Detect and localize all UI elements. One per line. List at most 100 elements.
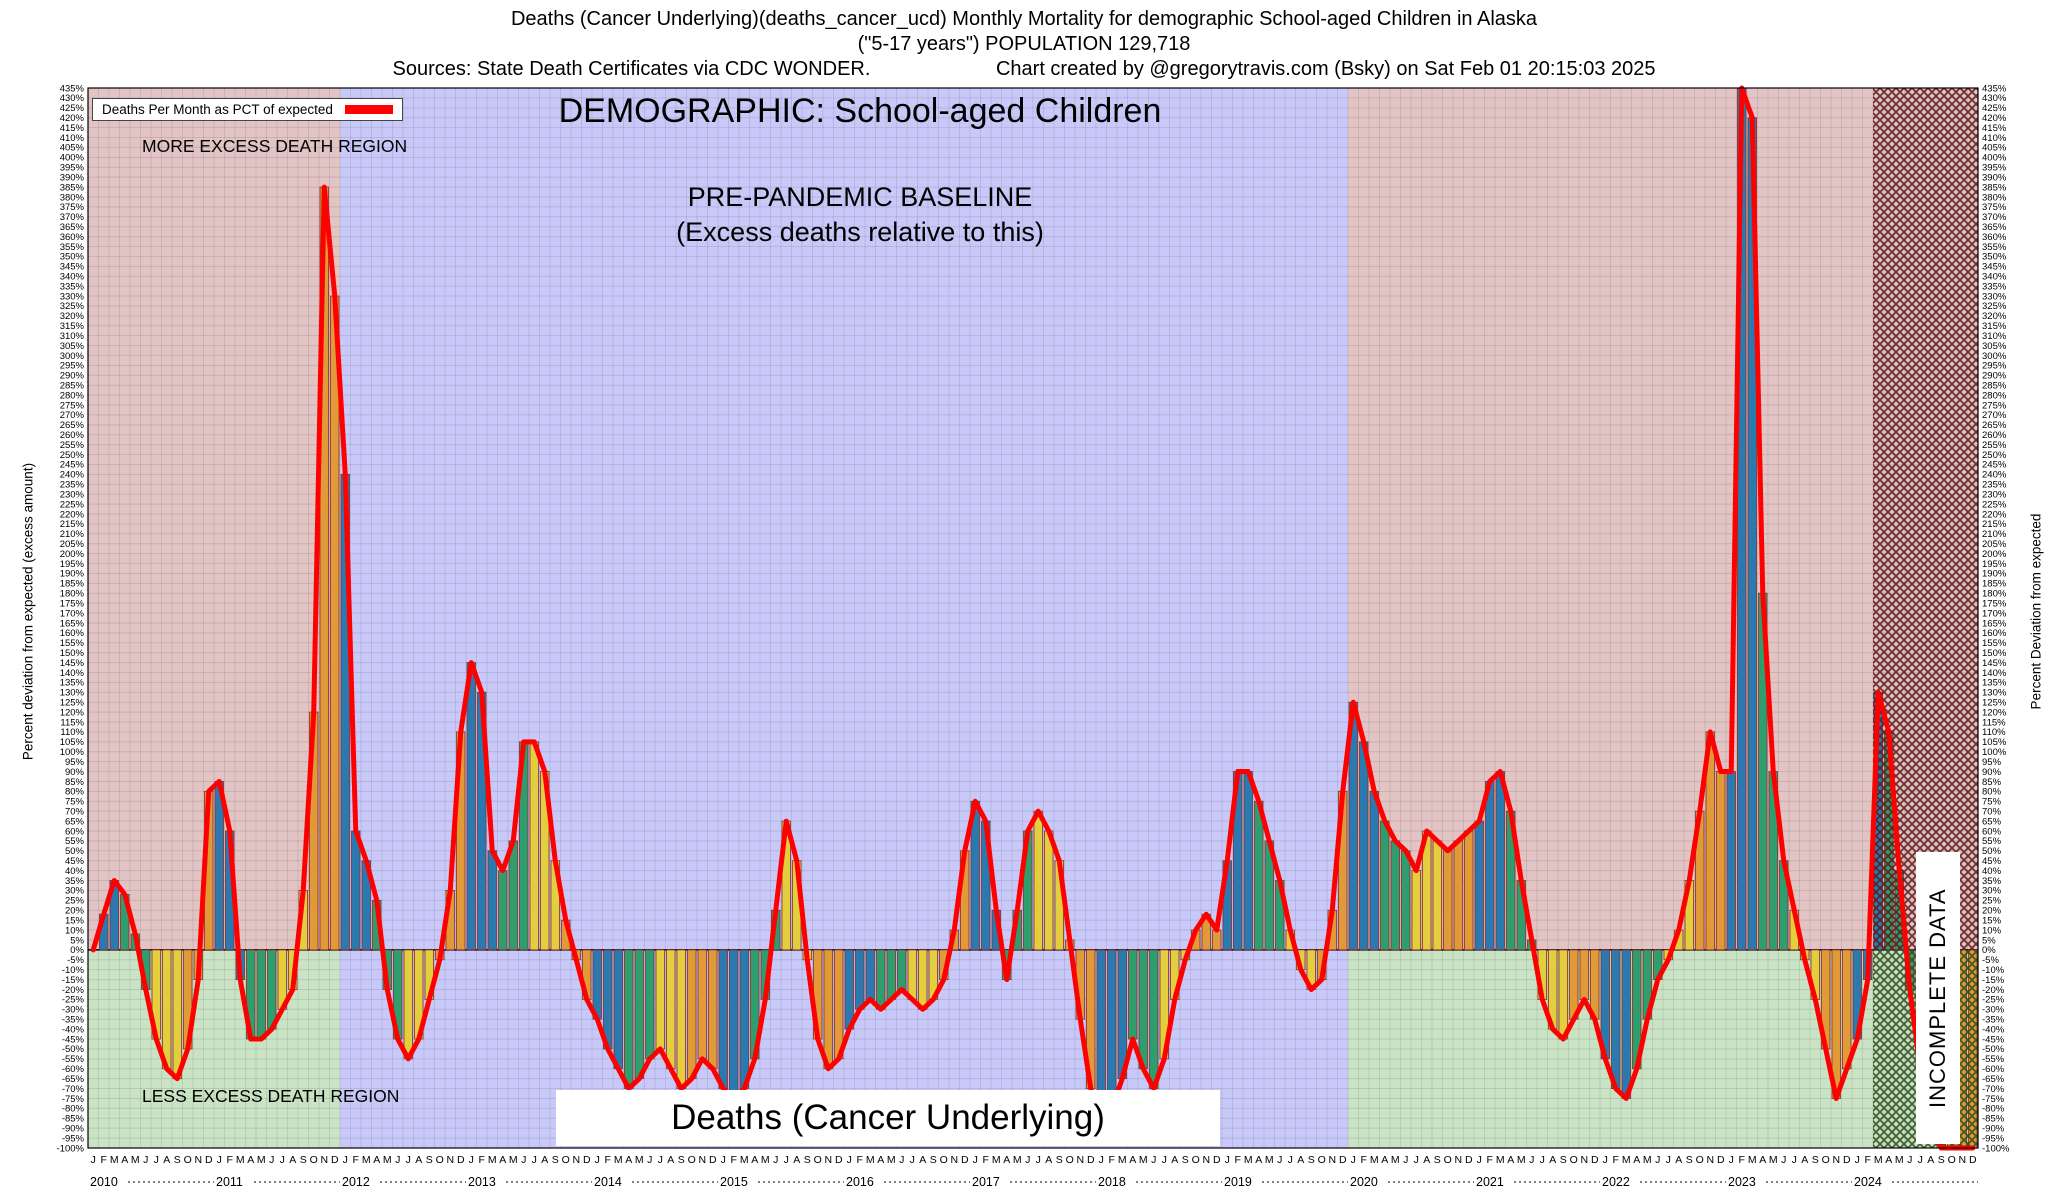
bar xyxy=(634,949,644,1080)
bar xyxy=(897,949,907,990)
bar xyxy=(1128,949,1138,1040)
svg-text:2020: 2020 xyxy=(1350,1175,1378,1189)
svg-text:M: M xyxy=(383,1154,392,1166)
svg-text:-15%: -15% xyxy=(62,975,85,986)
bar xyxy=(256,949,266,1040)
svg-text:10%: 10% xyxy=(1982,925,2002,936)
svg-text:D: D xyxy=(709,1154,717,1166)
svg-text:M: M xyxy=(509,1154,518,1166)
svg-text:185%: 185% xyxy=(60,579,85,590)
svg-text:-90%: -90% xyxy=(62,1123,85,1134)
svg-text:N: N xyxy=(698,1154,706,1166)
svg-text:A: A xyxy=(1549,1154,1556,1166)
svg-text:180%: 180% xyxy=(1982,589,2007,600)
svg-text:5%: 5% xyxy=(70,935,84,946)
svg-text:0%: 0% xyxy=(1982,945,1996,956)
svg-text:-75%: -75% xyxy=(62,1094,85,1105)
svg-text:265%: 265% xyxy=(1982,420,2007,431)
svg-text:S: S xyxy=(1686,1154,1693,1166)
svg-text:360%: 360% xyxy=(1982,232,2007,243)
svg-text:-100%: -100% xyxy=(1982,1143,2010,1154)
svg-text:2010: 2010 xyxy=(90,1175,118,1189)
bar xyxy=(918,949,928,1010)
svg-text:M: M xyxy=(887,1154,896,1166)
bar xyxy=(823,949,833,1070)
svg-text:245%: 245% xyxy=(60,460,85,471)
svg-text:390%: 390% xyxy=(60,172,85,183)
svg-text:A: A xyxy=(877,1154,884,1166)
svg-text:M: M xyxy=(1370,1154,1379,1166)
svg-text:D: D xyxy=(1465,1154,1473,1166)
svg-text:405%: 405% xyxy=(1982,143,2007,154)
svg-text:J: J xyxy=(1792,1154,1797,1166)
svg-text:135%: 135% xyxy=(60,678,85,689)
svg-text:420%: 420% xyxy=(60,113,85,124)
svg-text:125%: 125% xyxy=(60,698,85,709)
svg-text:J: J xyxy=(721,1154,726,1166)
svg-text:J: J xyxy=(1099,1154,1104,1166)
svg-text:40%: 40% xyxy=(65,866,85,877)
svg-text:M: M xyxy=(362,1154,371,1166)
svg-text:-90%: -90% xyxy=(1982,1123,2005,1134)
svg-text:175%: 175% xyxy=(1982,598,2007,609)
svg-text:360%: 360% xyxy=(60,232,85,243)
svg-text:310%: 310% xyxy=(1982,331,2007,342)
svg-text:N: N xyxy=(1958,1154,1966,1166)
svg-text:J: J xyxy=(1225,1154,1230,1166)
svg-text:265%: 265% xyxy=(60,420,85,431)
svg-text:140%: 140% xyxy=(60,668,85,679)
svg-text:200%: 200% xyxy=(1982,549,2007,560)
svg-text:A: A xyxy=(541,1154,548,1166)
svg-text:250%: 250% xyxy=(1982,450,2007,461)
svg-text:330%: 330% xyxy=(1982,291,2007,302)
svg-text:O: O xyxy=(1696,1154,1704,1166)
svg-text:S: S xyxy=(1434,1154,1441,1166)
bar xyxy=(1716,771,1726,951)
svg-text:335%: 335% xyxy=(60,281,85,292)
chart-credit: Chart created by @gregorytravis.com (Bsk… xyxy=(995,58,1656,80)
svg-text:290%: 290% xyxy=(1982,371,2007,382)
svg-text:325%: 325% xyxy=(1982,301,2007,312)
svg-text:N: N xyxy=(1832,1154,1840,1166)
svg-text:-80%: -80% xyxy=(62,1104,85,1115)
svg-text:100%: 100% xyxy=(1982,747,2007,758)
svg-text:J: J xyxy=(1666,1154,1671,1166)
svg-text:A: A xyxy=(1255,1154,1262,1166)
svg-text:N: N xyxy=(1076,1154,1084,1166)
svg-text:D: D xyxy=(583,1154,591,1166)
svg-text:F: F xyxy=(1613,1154,1619,1166)
svg-text:300%: 300% xyxy=(1982,351,2007,362)
svg-text:235%: 235% xyxy=(1982,480,2007,491)
svg-text:385%: 385% xyxy=(60,182,85,193)
svg-text:-20%: -20% xyxy=(62,985,85,996)
bar xyxy=(172,949,182,1080)
svg-text:-30%: -30% xyxy=(62,1005,85,1016)
svg-text:J: J xyxy=(1907,1154,1912,1166)
baseline-annotation-line2: (Excess deaths relative to this) xyxy=(676,217,1044,248)
bar xyxy=(739,949,749,1089)
svg-text:M: M xyxy=(1391,1154,1400,1166)
bar xyxy=(655,949,665,1050)
svg-text:F: F xyxy=(227,1154,233,1166)
svg-text:-60%: -60% xyxy=(1982,1064,2005,1075)
svg-text:J: J xyxy=(1351,1154,1356,1166)
svg-text:355%: 355% xyxy=(1982,242,2007,253)
bar xyxy=(729,949,739,1099)
svg-text:-55%: -55% xyxy=(62,1054,85,1065)
bar xyxy=(1254,800,1264,951)
svg-text:55%: 55% xyxy=(1982,836,2002,847)
svg-text:140%: 140% xyxy=(1982,668,2007,679)
svg-text:-65%: -65% xyxy=(1982,1074,2005,1085)
svg-text:J: J xyxy=(1036,1154,1041,1166)
svg-text:-40%: -40% xyxy=(1982,1024,2005,1035)
bar xyxy=(529,741,539,951)
svg-text:J: J xyxy=(154,1154,159,1166)
svg-text:325%: 325% xyxy=(60,301,85,312)
svg-text:O: O xyxy=(688,1154,696,1166)
svg-text:335%: 335% xyxy=(1982,281,2007,292)
svg-text:J: J xyxy=(1729,1154,1734,1166)
svg-text:195%: 195% xyxy=(60,559,85,570)
svg-text:A: A xyxy=(1171,1154,1178,1166)
svg-text:115%: 115% xyxy=(1982,717,2006,728)
svg-text:110%: 110% xyxy=(1982,727,2006,738)
